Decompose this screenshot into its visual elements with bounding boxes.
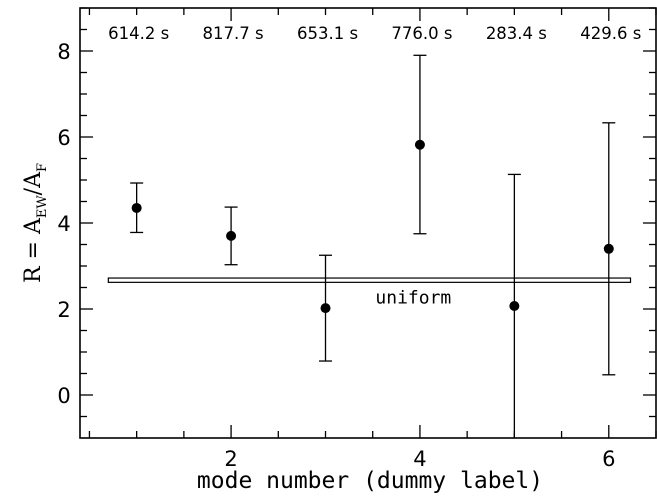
y-axis-label-sub2: F xyxy=(35,163,50,172)
data-point xyxy=(226,230,237,241)
period-label: 614.2 s xyxy=(108,24,169,43)
x-axis-label: mode number (dummy label) xyxy=(197,468,543,494)
period-label: 653.1 s xyxy=(297,24,358,43)
y-axis-label: R = AEW/AF xyxy=(21,163,50,283)
y-axis-label-sub1: EW xyxy=(35,195,50,218)
y-tick-label: 0 xyxy=(57,384,70,408)
data-point xyxy=(131,202,142,213)
error-bars xyxy=(130,54,616,438)
data-point xyxy=(414,139,425,150)
x-tick-label: 4 xyxy=(413,447,426,471)
uniform-band-group: uniform xyxy=(107,277,632,308)
y-tick-label: 2 xyxy=(57,298,70,322)
data-points xyxy=(131,139,614,314)
data-point xyxy=(509,300,520,311)
plot-frame xyxy=(79,7,657,439)
period-label: 817.7 s xyxy=(203,24,264,43)
uniform-band-label: uniform xyxy=(375,287,451,308)
data-point xyxy=(320,303,331,314)
uniform-band xyxy=(107,277,632,283)
data-point xyxy=(603,243,614,254)
period-label: 429.6 s xyxy=(580,24,641,43)
y-tick-label: 6 xyxy=(57,126,70,150)
y-tick-label: 8 xyxy=(57,40,70,64)
x-tick-label: 2 xyxy=(224,447,237,471)
axis-ticks xyxy=(80,7,657,438)
period-label: 776.0 s xyxy=(391,24,452,43)
y-tick-label: 4 xyxy=(57,212,70,236)
period-label: 283.4 s xyxy=(486,24,547,43)
y-axis-label-main: R = A xyxy=(21,217,46,283)
x-tick-label: 6 xyxy=(602,447,615,471)
y-axis-label-slash: /A xyxy=(21,171,46,195)
tick-labels: 2 4 6 0 2 4 6 8 xyxy=(57,40,615,471)
top-labels: 614.2 s 817.7 s 653.1 s 776.0 s 283.4 s 429.6… xyxy=(108,24,641,43)
